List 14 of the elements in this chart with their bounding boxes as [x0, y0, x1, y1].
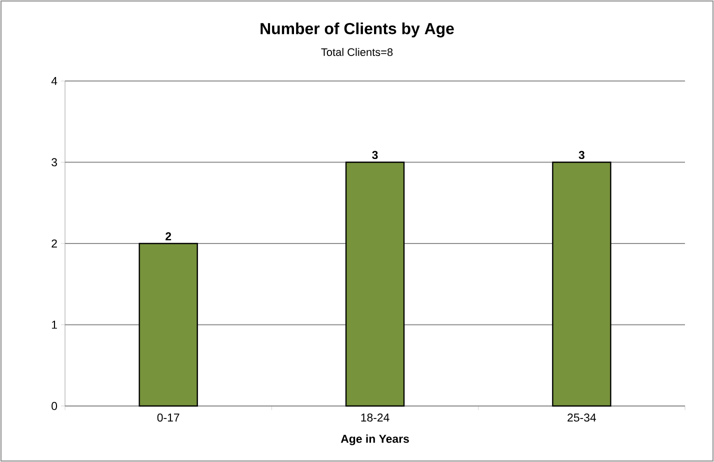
data-label: 2 — [166, 232, 172, 240]
x-axis-title: Age in Years — [340, 434, 409, 446]
chart-title: Number of Clients by Age — [260, 22, 454, 38]
x-tick-label: 25-34 — [568, 414, 596, 422]
y-tick-label: 1 — [52, 320, 57, 329]
y-tick-label: 0 — [52, 402, 58, 410]
x-tick-label: 0-17 — [157, 414, 180, 422]
x-tick-label: 18-24 — [361, 414, 390, 422]
y-tick-label: 3 — [52, 158, 57, 166]
y-tick-label: 2 — [52, 239, 57, 248]
chart-subtitle: Total Clients=8 — [321, 48, 393, 56]
y-tick-label: 4 — [51, 77, 58, 85]
data-label: 3 — [372, 150, 378, 160]
data-label: 3 — [578, 150, 584, 160]
